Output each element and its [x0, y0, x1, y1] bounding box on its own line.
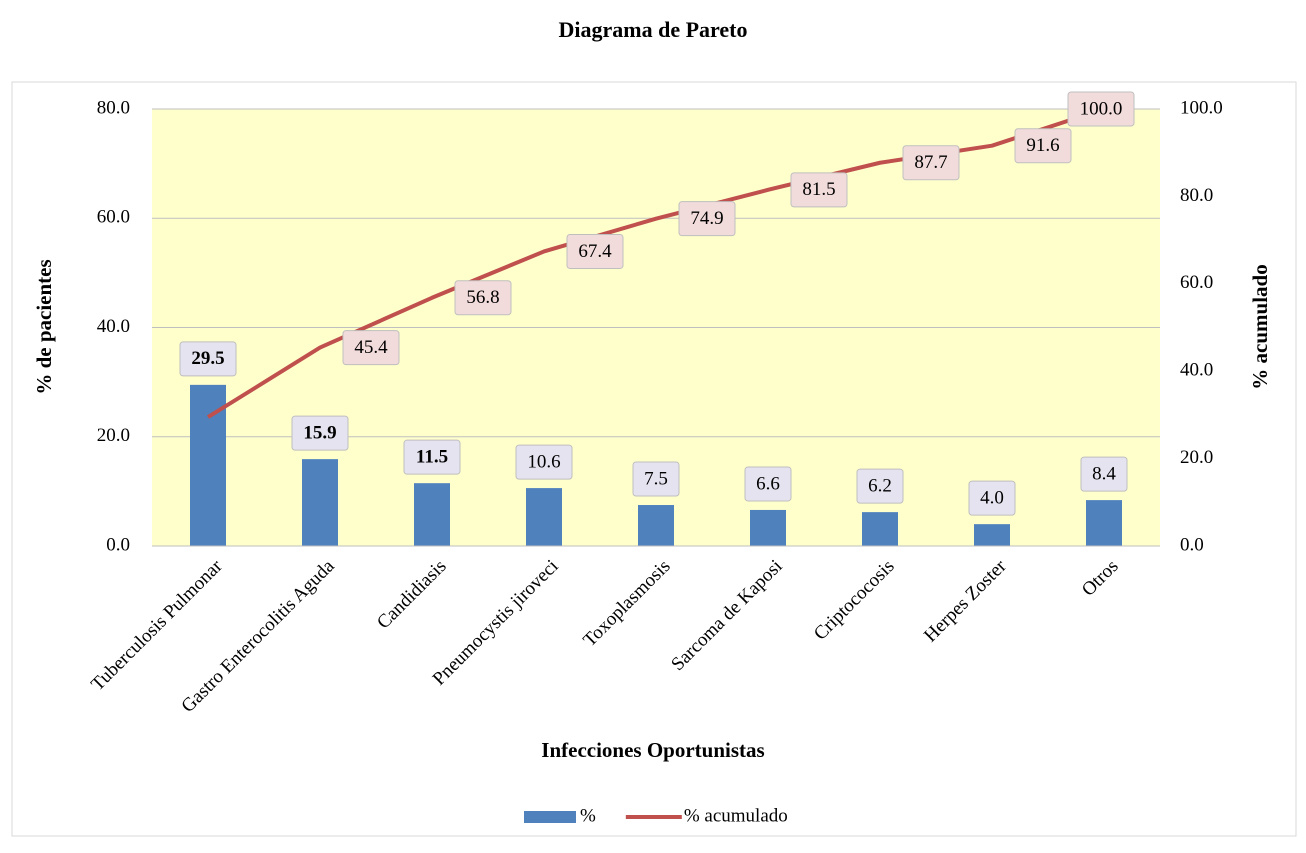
- bar: [302, 459, 338, 546]
- legend-label: %: [580, 805, 596, 826]
- data-label-box: [856, 468, 904, 504]
- bar: [862, 512, 898, 546]
- data-label-box: [1014, 128, 1072, 164]
- legend-swatch: [524, 811, 576, 823]
- data-label: 74.9: [690, 208, 723, 229]
- y2-tick-label: 80.0: [1180, 185, 1213, 206]
- y2-tick-label: 100.0: [1180, 97, 1223, 118]
- y-tick-label: 60.0: [97, 207, 130, 228]
- data-label-box: [1080, 456, 1128, 492]
- legend-label: % acumulado: [684, 805, 788, 826]
- data-label-box: [515, 444, 573, 480]
- data-label: 100.0: [1080, 98, 1123, 119]
- data-label-box: [291, 415, 349, 451]
- bar: [974, 524, 1010, 546]
- data-label: 56.8: [466, 287, 499, 308]
- data-label-box: [968, 480, 1016, 516]
- x-axis-title: Infecciones Oportunistas: [541, 738, 764, 762]
- data-label: 7.5: [644, 468, 668, 489]
- y2-tick-label: 40.0: [1180, 360, 1213, 381]
- data-label: 8.4: [1092, 463, 1116, 484]
- data-label: 45.4: [354, 337, 388, 358]
- y-axis-title: % de pacientes: [32, 259, 56, 394]
- data-label: 6.2: [868, 475, 892, 496]
- data-label-box: [1067, 91, 1135, 127]
- y2-axis-title: % acumulado: [1248, 264, 1272, 389]
- bar: [1086, 500, 1122, 546]
- chart-title: Diagrama de Pareto: [559, 17, 748, 42]
- data-label-box: [566, 233, 624, 269]
- data-label: 4.0: [980, 488, 1004, 509]
- bar: [638, 505, 674, 546]
- data-label: 15.9: [303, 423, 336, 444]
- data-label: 81.5: [802, 179, 835, 200]
- y2-tick-label: 20.0: [1180, 447, 1213, 468]
- y2-tick-label: 0.0: [1180, 534, 1204, 555]
- data-label-box: [744, 466, 792, 502]
- data-label-box: [902, 145, 960, 181]
- data-label-box: [454, 280, 512, 316]
- data-label: 29.5: [191, 348, 224, 369]
- data-label: 87.7: [914, 152, 947, 173]
- data-label-box: [179, 341, 237, 377]
- data-label: 10.6: [527, 451, 560, 472]
- data-label-box: [403, 439, 461, 475]
- y-tick-label: 0.0: [106, 534, 130, 555]
- y-tick-label: 80.0: [97, 97, 130, 118]
- data-label-box: [342, 330, 400, 366]
- data-label-box: [790, 172, 848, 208]
- data-label-box: [632, 461, 680, 497]
- bar: [414, 483, 450, 546]
- bar: [526, 488, 562, 546]
- y2-tick-label: 60.0: [1180, 272, 1213, 293]
- y-tick-label: 40.0: [97, 316, 130, 337]
- data-label: 11.5: [416, 447, 448, 468]
- y-tick-label: 20.0: [97, 425, 130, 446]
- data-label: 91.6: [1026, 135, 1059, 156]
- data-label-box: [678, 201, 736, 237]
- data-label: 6.6: [756, 473, 780, 494]
- data-label: 67.4: [578, 241, 612, 262]
- bar: [750, 509, 786, 546]
